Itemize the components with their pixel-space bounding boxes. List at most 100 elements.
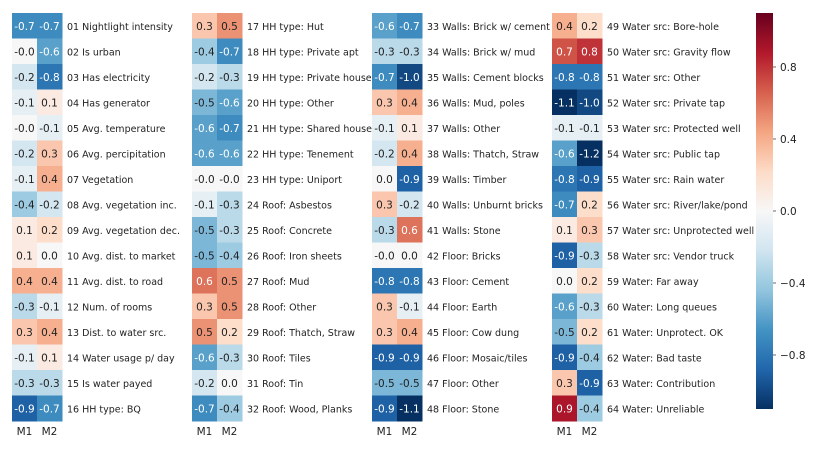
- cell-value-label: -0.7: [554, 199, 575, 211]
- cell-value-label: -0.7: [219, 46, 240, 58]
- row-label: 37 Walls: Other: [427, 124, 500, 135]
- heatmap-cell: [192, 217, 218, 243]
- row-label: 48 Floor: Stone: [427, 404, 499, 415]
- heatmap-cell: [552, 89, 578, 116]
- cell-value-label: -1.1: [554, 97, 575, 109]
- heatmap-cell: [552, 268, 578, 294]
- cell-value-label: 0.4: [41, 327, 58, 339]
- heatmap-cell: [217, 13, 243, 39]
- cell-value-label: 0.1: [16, 250, 33, 262]
- heatmap-cell: [397, 166, 423, 192]
- column-label: M2: [582, 426, 598, 438]
- cell-value-label: -0.3: [14, 301, 35, 313]
- row-label: 03 Has electricity: [67, 73, 150, 84]
- cell-value-label: -0.2: [399, 199, 420, 211]
- column-label: M1: [557, 426, 573, 438]
- heatmap-cell: [12, 242, 38, 269]
- cell-value-label: -0.1: [374, 123, 395, 135]
- cell-value-label: -0.0: [219, 174, 240, 186]
- cell-value-label: -0.3: [14, 378, 35, 390]
- heatmap-cell: [577, 319, 603, 345]
- heatmap-cell: [12, 293, 38, 320]
- cell-value-label: 0.5: [221, 21, 238, 33]
- heatmap-cell: [37, 115, 63, 141]
- cell-value-label: -0.3: [219, 199, 240, 211]
- heatmap-cell: [37, 166, 63, 192]
- row-label: 25 Roof: Concrete: [247, 226, 332, 237]
- row-label: 07 Vegetation: [67, 175, 133, 186]
- cell-value-label: 0.3: [376, 199, 393, 211]
- heatmap-cell: [372, 166, 398, 192]
- heatmap-cell: [37, 395, 63, 422]
- heatmap-cell: [397, 115, 423, 141]
- row-label: 13 Dist. to water src.: [67, 328, 166, 339]
- cell-value-label: 0.4: [556, 21, 573, 33]
- heatmap-cell: [12, 166, 38, 192]
- cell-value-label: -0.3: [579, 250, 600, 262]
- heatmap-cell: [192, 13, 218, 39]
- heatmap-cell: [372, 395, 398, 422]
- column-label: M2: [42, 426, 58, 438]
- row-label: 43 Floor: Cement: [427, 277, 509, 288]
- cell-value-label: 0.3: [556, 378, 573, 390]
- heatmap-cell: [552, 370, 578, 396]
- row-label: 38 Walls: Thatch, Straw: [427, 149, 539, 160]
- heatmap-cell: [217, 293, 243, 320]
- cell-value-label: -0.1: [39, 123, 60, 135]
- heatmap-cell: [192, 64, 218, 90]
- row-label: 09 Avg. vegetation dec.: [67, 226, 180, 237]
- heatmap-cell: [12, 191, 38, 218]
- heatmap-cell: [217, 140, 243, 167]
- cell-value-label: 0.1: [16, 225, 33, 237]
- cell-value-label: 0.1: [556, 225, 573, 237]
- heatmap-cell: [217, 38, 243, 65]
- cell-value-label: -0.4: [219, 250, 240, 262]
- heatmap-cell: [397, 64, 423, 90]
- heatmap-cell: [372, 13, 398, 39]
- cell-value-label: -0.6: [194, 148, 215, 160]
- cell-value-label: -0.6: [554, 148, 575, 160]
- row-label: 31 Roof: Tin: [247, 379, 303, 390]
- cell-value-label: -0.3: [374, 225, 395, 237]
- heatmap-cell: [577, 89, 603, 116]
- row-label: 61 Water: Unprotect. OK: [607, 328, 724, 339]
- cell-value-label: -0.8: [39, 72, 60, 84]
- row-label: 19 HH type: Private house: [247, 73, 372, 84]
- cell-value-label: -0.5: [194, 250, 215, 262]
- heatmap-cell: [37, 217, 63, 243]
- heatmap-cell: [217, 370, 243, 396]
- row-label: 49 Water src: Bore-hole: [607, 22, 719, 33]
- heatmap-cell: [552, 293, 578, 320]
- cell-value-label: -0.1: [14, 352, 35, 364]
- colorbar: [756, 13, 773, 409]
- row-label: 16 HH type: BQ: [67, 404, 141, 415]
- heatmap-cell: [192, 115, 218, 141]
- heatmap-cell: [372, 344, 398, 371]
- cell-value-label: -0.9: [374, 403, 395, 415]
- heatmap-cell: [577, 242, 603, 269]
- heatmap-cell: [372, 115, 398, 141]
- cell-value-label: -0.6: [219, 148, 240, 160]
- cell-value-label: -1.1: [399, 403, 420, 415]
- heatmap-cell: [552, 64, 578, 90]
- cell-value-label: -0.0: [14, 46, 35, 58]
- heatmap-cell: [12, 38, 38, 65]
- cell-value-label: -0.7: [399, 21, 420, 33]
- column-label: M2: [402, 426, 418, 438]
- heatmap-cell: [217, 319, 243, 345]
- heatmap-cell: [192, 319, 218, 345]
- heatmap-cell: [372, 293, 398, 320]
- heatmap-cell: [577, 370, 603, 396]
- cell-value-label: 0.2: [581, 199, 598, 211]
- row-label: 56 Water src: River/lake/pond: [607, 200, 748, 211]
- heatmap-cell: [37, 191, 63, 218]
- cell-value-label: 0.6: [401, 225, 418, 237]
- heatmap-cell: [372, 242, 398, 269]
- cell-value-label: -0.3: [399, 46, 420, 58]
- row-label: 39 Walls: Timber: [427, 175, 506, 186]
- row-label: 53 Water src: Protected well: [607, 124, 741, 135]
- cell-value-label: -0.7: [194, 403, 215, 415]
- cell-value-label: -0.4: [579, 352, 600, 364]
- row-label: 35 Walls: Cement blocks: [427, 73, 544, 84]
- colorbar-tick-label: 0.4: [780, 134, 797, 146]
